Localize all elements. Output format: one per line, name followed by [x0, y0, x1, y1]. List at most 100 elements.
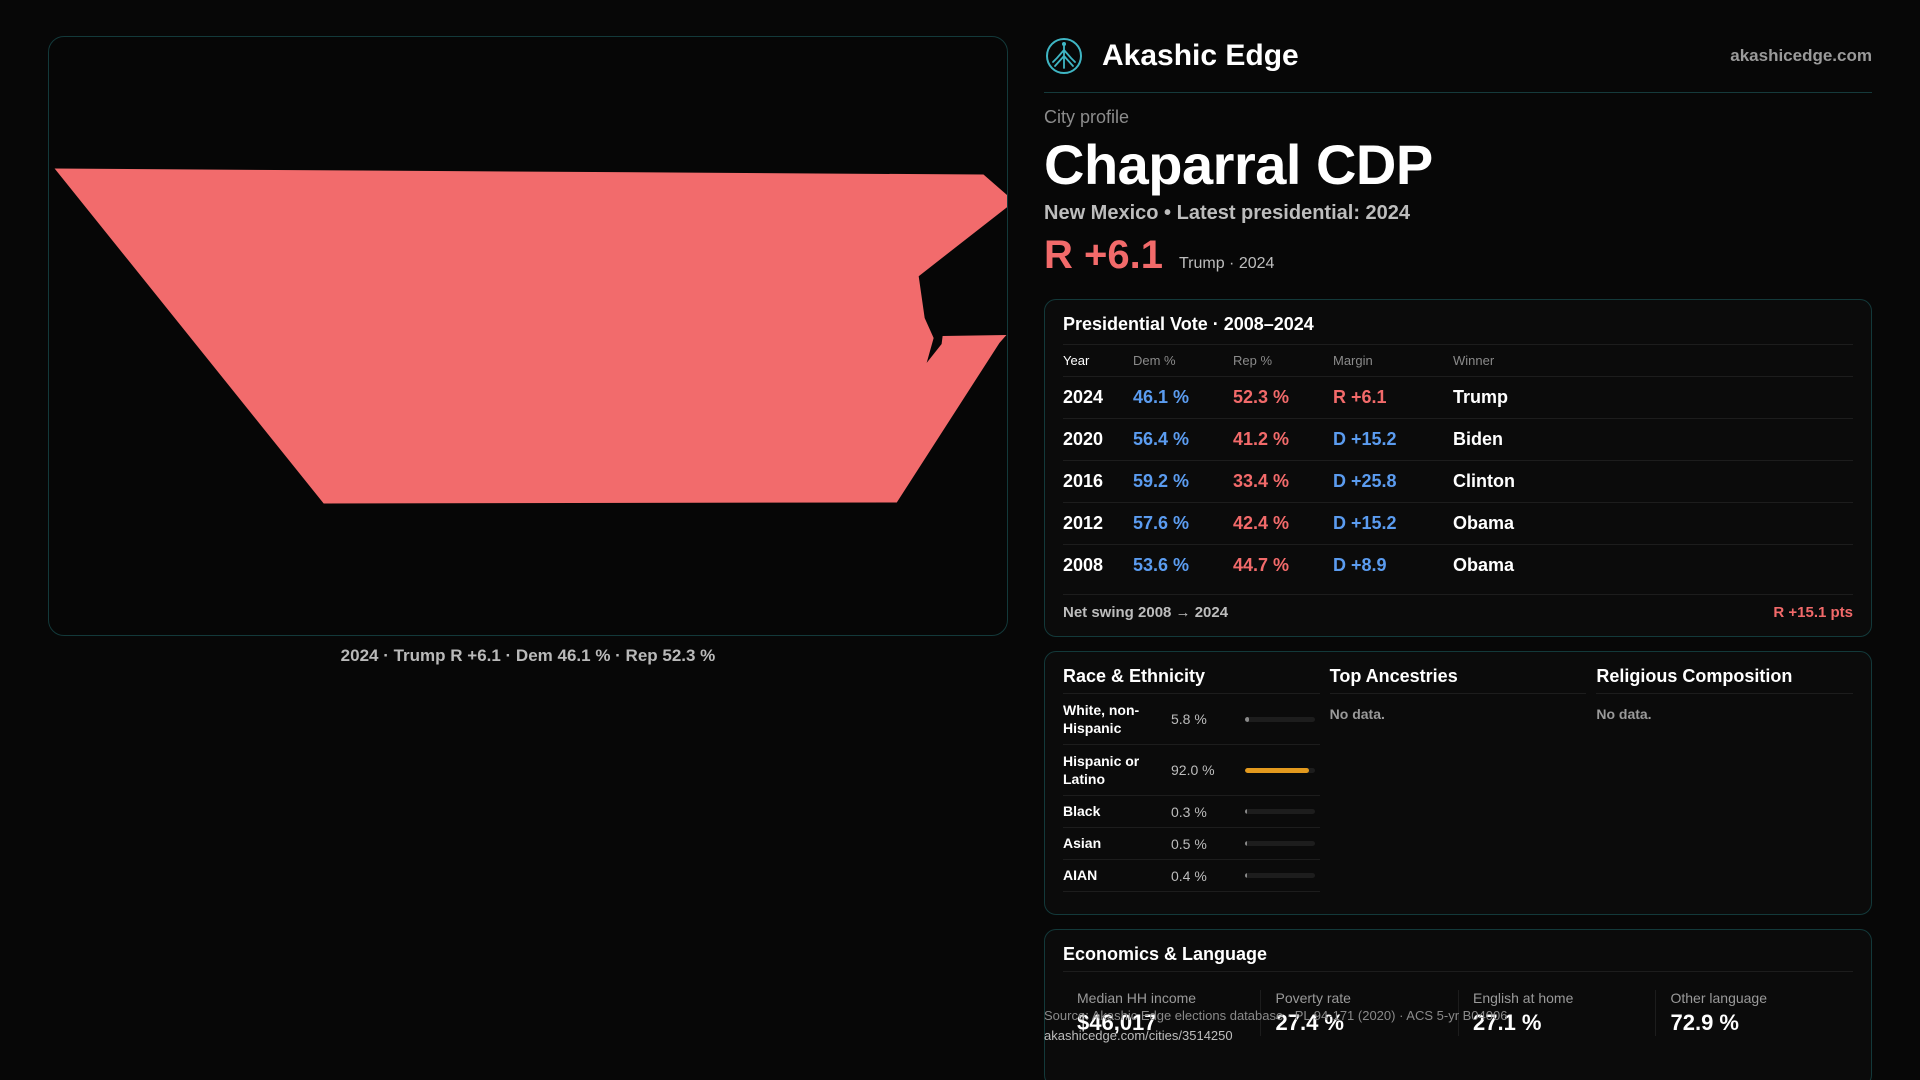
race-bar-fill	[1245, 767, 1310, 773]
vote-margin: D +15.2	[1333, 429, 1397, 449]
vote-rep: 52.3 %	[1233, 387, 1290, 407]
economics-grid: Median HH income $46,017 Poverty rate 27…	[1063, 990, 1853, 1036]
econ-item-english: English at home 27.1 %	[1457, 990, 1656, 1036]
econ-label: Median HH income	[1077, 990, 1197, 1006]
race-bar	[1245, 809, 1315, 814]
vote-winner: Biden	[1453, 429, 1504, 449]
vote-winner: Obama	[1453, 555, 1515, 575]
race-bar	[1245, 841, 1315, 846]
religion-section: Religious Composition No data.	[1596, 666, 1854, 900]
vote-year: 2008	[1063, 555, 1104, 575]
econ-value: 27.1 %	[1472, 1010, 1542, 1035]
race-bar-fill	[1245, 841, 1248, 846]
econ-value: $46,017	[1077, 1010, 1157, 1035]
econ-label: English at home	[1472, 990, 1574, 1006]
latest-margin-note: Trump · 2024	[1178, 254, 1275, 272]
vote-dem: 59.2 %	[1133, 471, 1190, 491]
vote-margin: D +15.2	[1333, 513, 1397, 533]
brand-header: Akashic Edge akashicedge.com	[1044, 36, 1872, 76]
header-margin: Margin	[1333, 353, 1373, 368]
page-subtitle: New Mexico • Latest presidential: 2024	[1044, 201, 1411, 224]
econ-label: Other language	[1670, 990, 1768, 1006]
map-caption: 2024 · Trump R +6.1 · Dem 46.1 % · Rep 5…	[340, 646, 716, 665]
race-list: White, non-Hispanic 5.8 % Hispanic or Lati…	[1063, 694, 1320, 892]
race-bar-fill	[1245, 716, 1250, 722]
race-row: White, non-Hispanic 5.8 %	[1063, 694, 1320, 745]
econ-item-poverty: Poverty rate 27.4 %	[1260, 990, 1458, 1036]
brand-url[interactable]: akashicedge.com	[1730, 46, 1872, 65]
race-title: Race & Ethnicity	[1063, 666, 1320, 694]
net-swing-row: Net swing 2008 → 2024 R +15.1 pts	[1063, 594, 1853, 630]
vote-rep: 44.7 %	[1233, 555, 1290, 575]
latest-margin: R +6.1 Trump · 2024	[1044, 233, 1872, 278]
vote-table-row: 2008 53.6 % 44.7 % D +8.9 Obama	[1063, 544, 1853, 586]
race-bar	[1245, 767, 1315, 773]
race-ethnicity-section: Race & Ethnicity White, non-Hispanic 5.8 …	[1063, 666, 1320, 900]
econ-value: 72.9 %	[1670, 1010, 1739, 1035]
vote-year: 2020	[1063, 429, 1104, 449]
map-panel	[48, 36, 1008, 636]
ancestries-section: Top Ancestries No data.	[1329, 666, 1587, 900]
race-bar	[1245, 873, 1315, 878]
vote-table-row: 2012 57.6 % 42.4 % D +15.2 Obama	[1063, 502, 1853, 544]
race-label: Black	[1063, 803, 1101, 820]
vote-card-title: Presidential Vote · 2008–2024	[1063, 314, 1314, 334]
source-text: Source: Akashic Edge elections database …	[1044, 1008, 1508, 1023]
city-boundary-shape	[54, 168, 1007, 504]
race-row: Hispanic or Latino 92.0 %	[1063, 745, 1320, 796]
ancestries-empty: No data.	[1329, 706, 1385, 722]
demographics-card: Race & Ethnicity White, non-Hispanic 5.8 …	[1044, 651, 1872, 915]
brand-name[interactable]: Akashic Edge	[1102, 39, 1299, 72]
ancestries-title: Top Ancestries	[1329, 666, 1587, 694]
vote-winner: Clinton	[1453, 471, 1515, 491]
race-label: AIAN	[1063, 867, 1098, 884]
economics-card: Economics & Language Median HH income $4…	[1044, 929, 1872, 1080]
race-row: Black 0.3 %	[1063, 796, 1320, 828]
religion-empty: No data.	[1596, 706, 1652, 722]
source-url[interactable]: akashicedge.com/cities/3514250	[1044, 1028, 1233, 1043]
vote-dem: 53.6 %	[1133, 555, 1190, 575]
vote-year: 2024	[1063, 387, 1104, 407]
vote-table-row: 2016 59.2 % 33.4 % D +25.8 Clinton	[1063, 460, 1853, 502]
race-value: 92.0 %	[1171, 762, 1215, 778]
presidential-vote-card: Presidential Vote · 2008–2024 Year Dem %…	[1044, 299, 1872, 637]
race-bar	[1245, 716, 1315, 722]
vote-rep: 42.4 %	[1233, 513, 1290, 533]
vote-dem: 46.1 %	[1133, 387, 1190, 407]
race-row: Asian 0.5 %	[1063, 828, 1320, 860]
vote-table-body: 2024 46.1 % 52.3 % R +6.1 Trump 2020 56.4 % 41.…	[1063, 376, 1853, 586]
race-bar-fill	[1245, 873, 1248, 878]
vote-rep: 33.4 %	[1233, 471, 1290, 491]
page-kicker: City profile	[1044, 107, 1130, 127]
econ-item-income: Median HH income $46,017	[1063, 990, 1260, 1036]
header-winner: Winner	[1453, 353, 1495, 368]
vote-table-row: 2024 46.1 % 52.3 % R +6.1 Trump	[1063, 376, 1853, 418]
race-value: 5.8 %	[1171, 711, 1207, 727]
economics-title: Economics & Language	[1063, 944, 1853, 972]
race-value: 0.3 %	[1171, 803, 1207, 820]
race-label: Hispanic or Latino	[1063, 752, 1140, 787]
page-title: Chaparral CDP	[1044, 133, 1433, 196]
vote-winner: Obama	[1453, 513, 1515, 533]
latest-margin-value: R +6.1	[1044, 232, 1163, 277]
econ-value: 27.4 %	[1275, 1010, 1344, 1035]
race-label: White, non-Hispanic	[1063, 701, 1140, 736]
tree-globe-icon[interactable]	[1044, 36, 1084, 76]
city-boundary-map	[54, 168, 1007, 504]
vote-table-header: Year Dem % Rep % Margin Winner	[1063, 344, 1853, 376]
race-value: 0.4 %	[1171, 867, 1207, 884]
vote-year: 2012	[1063, 513, 1104, 533]
race-bar-fill	[1245, 809, 1248, 814]
net-swing-value: R +15.1 pts	[1773, 604, 1853, 621]
vote-table-row: 2020 56.4 % 41.2 % D +15.2 Biden	[1063, 418, 1853, 460]
econ-item-other-language: Other language 72.9 %	[1655, 990, 1853, 1036]
vote-dem: 56.4 %	[1133, 429, 1190, 449]
vote-winner: Trump	[1453, 387, 1509, 407]
race-value: 0.5 %	[1171, 835, 1207, 852]
vote-dem: 57.6 %	[1133, 513, 1190, 533]
header-dem: Dem %	[1133, 353, 1176, 368]
vote-margin: D +8.9	[1333, 555, 1387, 575]
race-label: Asian	[1063, 835, 1102, 852]
race-row: AIAN 0.4 %	[1063, 860, 1320, 892]
econ-label: Poverty rate	[1275, 990, 1351, 1006]
